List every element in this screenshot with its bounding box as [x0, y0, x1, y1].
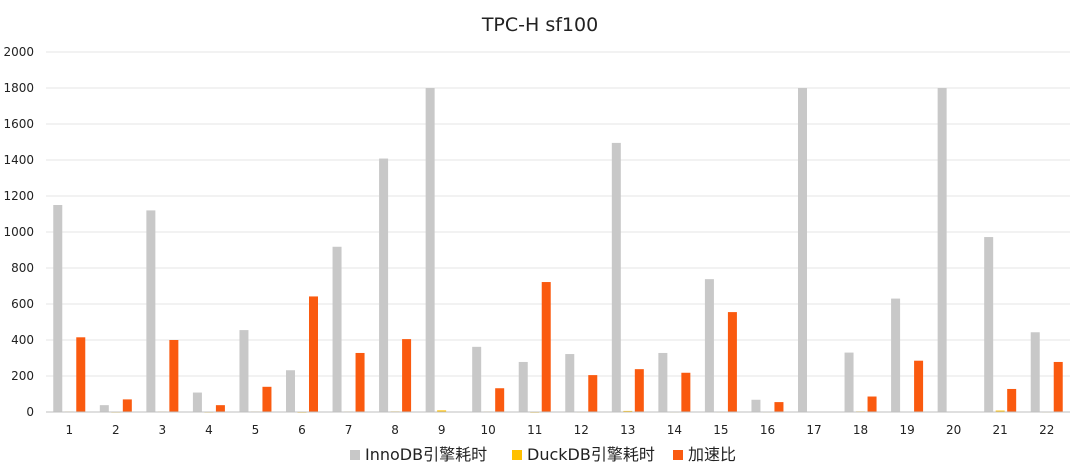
- x-tick-label: 4: [205, 423, 213, 437]
- legend-label: DuckDB引擎耗时: [527, 445, 655, 464]
- x-tick-label: 1: [65, 423, 73, 437]
- bar-innodb-q9: [425, 88, 435, 412]
- y-tick-label: 1200: [3, 189, 34, 203]
- y-tick-label: 1600: [3, 117, 34, 131]
- bar-duckdb-q21: [995, 410, 1005, 412]
- bar-speedup-q10: [495, 388, 505, 412]
- y-tick-label: 1400: [3, 153, 34, 167]
- bar-innodb-q12: [565, 354, 575, 412]
- legend-swatch: [350, 450, 360, 460]
- y-tick-label: 1000: [3, 225, 34, 239]
- x-tick-label: 5: [252, 423, 260, 437]
- legend-swatch: [512, 450, 522, 460]
- bar-speedup-q5: [262, 386, 272, 412]
- y-axis-ticks: 0 200 400 600 800 1000 1200 1400 1600 1800 2000: [3, 45, 34, 419]
- x-tick-label: 19: [899, 423, 914, 437]
- bar-speedup-q3: [169, 340, 179, 412]
- bar-innodb-q17: [798, 88, 807, 412]
- bar-speedup-q14: [681, 372, 691, 412]
- bar-speedup-q18: [867, 396, 877, 412]
- legend: InnoDB引擎耗时 DuckDB引擎耗时 加速比: [350, 445, 736, 464]
- x-tick-label: 12: [574, 423, 589, 437]
- bar-innodb-q22: [1030, 332, 1040, 412]
- bar-innodb-q13: [611, 142, 621, 412]
- y-tick-label: 600: [11, 297, 34, 311]
- x-tick-label: 2: [112, 423, 120, 437]
- bar-innodb-q2: [99, 405, 109, 412]
- legend-swatch: [673, 450, 683, 460]
- bar-speedup-q21: [1007, 388, 1017, 412]
- bar-innodb-q10: [472, 346, 482, 412]
- y-tick-label: 200: [11, 369, 34, 383]
- bar-speedup-q15: [727, 312, 737, 412]
- bar-speedup-q16: [774, 402, 784, 412]
- bar-speedup-q2: [122, 399, 132, 412]
- bar-speedup-q7: [355, 352, 365, 412]
- x-tick-label: 20: [946, 423, 961, 437]
- gridlines: [46, 51, 1070, 377]
- bar-speedup-q22: [1053, 361, 1063, 412]
- bar-speedup-q4: [215, 405, 225, 412]
- x-tick-label: 10: [481, 423, 496, 437]
- bar-innodb-q16: [751, 399, 761, 412]
- x-tick-label: 8: [391, 423, 399, 437]
- bar-innodb-q18: [844, 352, 854, 412]
- bar-duckdb-q9: [437, 410, 447, 412]
- bar-duckdb-q13: [623, 410, 633, 412]
- bar-innodb-q3: [146, 210, 156, 412]
- bar-speedup-q13: [634, 369, 644, 412]
- x-axis-ticks: 1 2 3 4 5 6 7 8 9 10 11 12 13 14 15 16 17 18 19 20 21 22: [65, 423, 1054, 437]
- chart-title: TPC-H sf100: [481, 14, 598, 36]
- bar-speedup-q6: [309, 296, 318, 412]
- bar-innodb-q21: [984, 237, 994, 412]
- bar-speedup-q12: [588, 375, 598, 412]
- y-tick-label: 800: [11, 261, 34, 275]
- legend-label: InnoDB引擎耗时: [365, 445, 487, 464]
- x-tick-label: 16: [760, 423, 775, 437]
- bars: [53, 88, 1063, 413]
- x-tick-label: 17: [806, 423, 821, 437]
- x-tick-label: 6: [298, 423, 306, 437]
- bar-speedup-q19: [914, 360, 924, 412]
- bar-innodb-q20: [937, 88, 947, 412]
- bar-innodb-q5: [239, 330, 249, 412]
- bar-innodb-q6: [286, 370, 295, 412]
- x-tick-label: 14: [667, 423, 682, 437]
- x-tick-label: 9: [438, 423, 446, 437]
- y-tick-label: 400: [11, 333, 34, 347]
- y-tick-label: 2000: [3, 45, 34, 59]
- bar-innodb-q15: [704, 279, 714, 412]
- x-tick-label: 11: [527, 423, 542, 437]
- x-tick-label: 21: [993, 423, 1008, 437]
- bar-innodb-q14: [658, 352, 668, 412]
- x-tick-label: 15: [713, 423, 728, 437]
- bar-innodb-q1: [53, 205, 63, 412]
- bar-innodb-q7: [332, 246, 342, 412]
- bar-innodb-q8: [379, 158, 389, 412]
- bar-innodb-q11: [518, 361, 528, 412]
- bar-speedup-q8: [402, 339, 412, 412]
- x-tick-label: 22: [1039, 423, 1054, 437]
- bar-speedup-q1: [76, 337, 86, 412]
- bar-innodb-q4: [192, 392, 202, 412]
- legend-label: 加速比: [688, 445, 736, 464]
- y-tick-label: 1800: [3, 81, 34, 95]
- x-tick-label: 7: [345, 423, 353, 437]
- x-tick-label: 18: [853, 423, 868, 437]
- bar-innodb-q19: [891, 298, 901, 412]
- y-tick-label: 0: [26, 405, 34, 419]
- x-tick-label: 13: [620, 423, 635, 437]
- bar-speedup-q11: [541, 282, 551, 412]
- x-tick-label: 3: [159, 423, 167, 437]
